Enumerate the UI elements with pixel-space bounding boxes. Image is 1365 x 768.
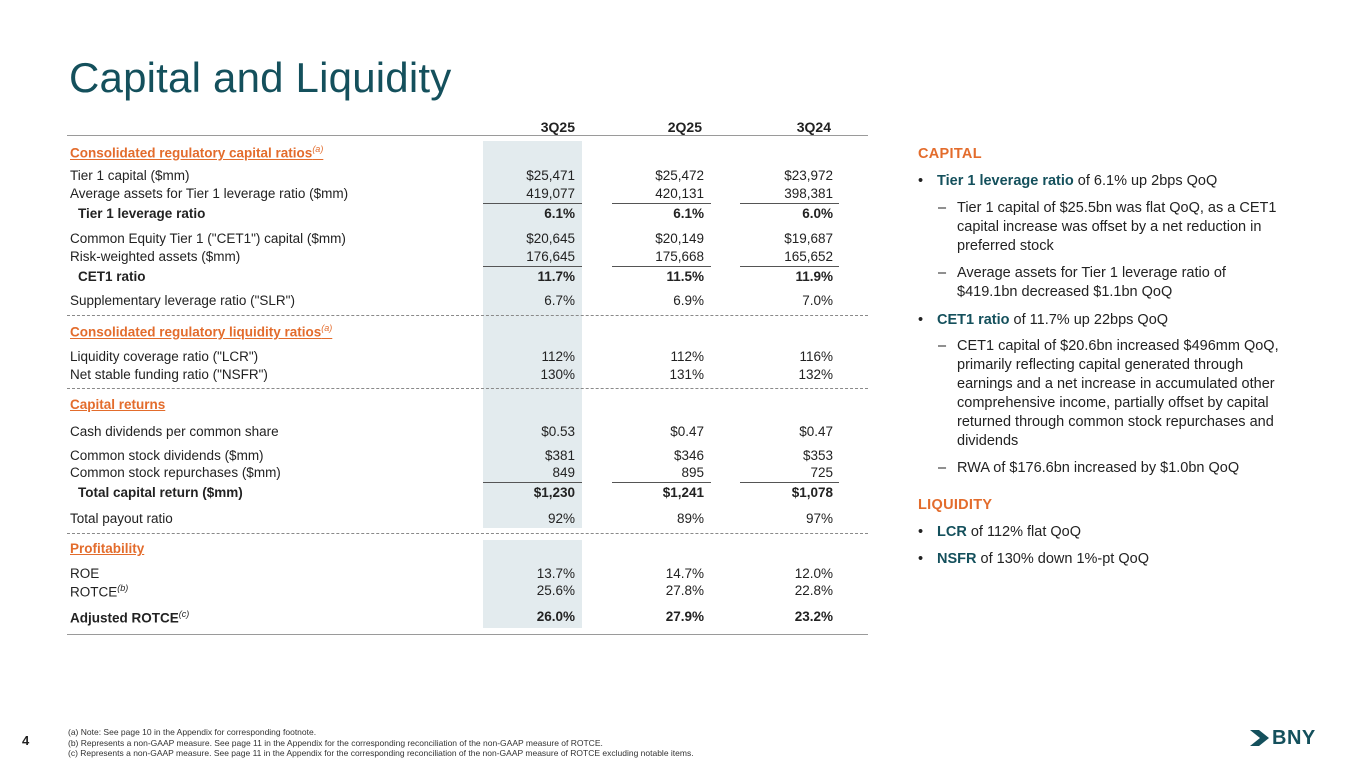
table-row: Common stock repurchases ($mm) 849 895 7… [70,465,833,480]
table-row: Total capital return ($mm) $1,230 $1,241… [78,485,833,500]
column-highlight [483,395,582,528]
column-highlight [483,320,582,382]
table-bottom-rule [67,634,868,635]
column-highlight [483,540,582,628]
section-divider [67,315,868,316]
table-row: ROE 13.7% 14.7% 12.0% [70,566,833,581]
table-header: 3Q25 2Q25 3Q24 [67,112,868,136]
section-divider [67,388,868,389]
col-2q25: 2Q25 [667,119,702,135]
footnote-b: (b) Represents a non-GAAP measure. See p… [68,737,603,748]
col-3q25: 3Q25 [540,119,575,135]
sum-line [612,482,711,483]
liquidity-heading: LIQUIDITY [918,497,993,513]
sum-line [483,203,582,204]
table-row: Liquidity coverage ratio ("LCR") 112% 11… [70,349,833,364]
section-liquidity-ratios: Consolidated regulatory liquidity ratios… [70,323,333,340]
footnote-c: (c) Represents a non-GAAP measure. See p… [68,748,694,758]
table-row: Risk-weighted assets ($mm) 176,645 175,6… [70,249,833,264]
logo-arrow-icon [1250,730,1269,746]
table-row: Adjusted ROTCE(c) 26.0% 27.9% 23.2% [70,609,833,626]
page-title: Capital and Liquidity [69,54,452,101]
bny-logo: BNY [1250,727,1334,749]
table-row: Average assets for Tier 1 leverage ratio… [70,186,833,201]
sum-line [612,266,711,267]
table-row: CET1 ratio 11.7% 11.5% 11.9% [78,269,833,284]
capital-heading: CAPITAL [918,146,982,162]
logo-text: BNY [1272,727,1316,749]
footnotes: (a) Note: See page 10 in the Appendix fo… [68,727,694,759]
section-divider [67,533,868,534]
sum-line [740,203,839,204]
table-row: Net stable funding ratio ("NSFR") 130% 1… [70,367,833,382]
table-row: Tier 1 capital ($mm) $25,471 $25,472 $23… [70,168,833,183]
table-row: Total payout ratio 92% 89% 97% [70,511,833,526]
section-capital-ratios: Consolidated regulatory capital ratios(a… [70,144,324,161]
table-row: ROTCE(b) 25.6% 27.8% 22.8% [70,583,833,600]
table-row: Common stock dividends ($mm) $381 $346 $… [70,448,833,463]
footnote-a: (a) Note: See page 10 in the Appendix fo… [68,727,317,737]
table-row: Common Equity Tier 1 ("CET1") capital ($… [70,231,833,246]
table-row: Cash dividends per common share $0.53 $0… [70,424,833,439]
col-3q24: 3Q24 [796,119,831,135]
sum-line [483,266,582,267]
sum-line [612,203,711,204]
section-capital-returns: Capital returns [70,397,166,412]
page-number: 4 [22,733,30,748]
section-profitability: Profitability [70,541,145,556]
table-row: Supplementary leverage ratio ("SLR") 6.7… [70,293,833,308]
sum-line [483,482,582,483]
sum-line [740,266,839,267]
table-row: Tier 1 leverage ratio 6.1% 6.1% 6.0% [78,206,833,221]
sum-line [740,482,839,483]
